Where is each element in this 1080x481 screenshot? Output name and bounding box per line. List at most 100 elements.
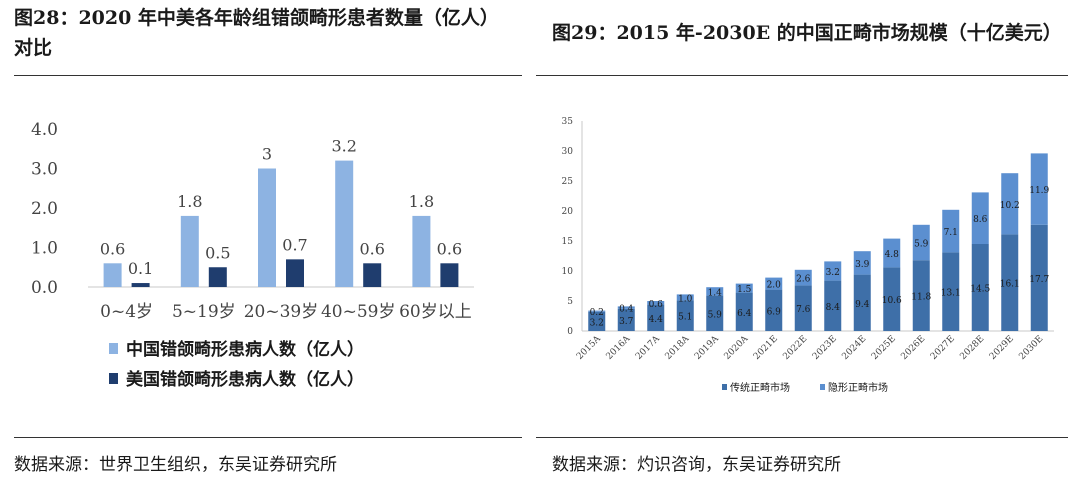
x-category-label: 2016A <box>605 334 633 362</box>
left-source-note: 数据来源：世界卫生组织，东吴证券研究所 <box>14 455 337 475</box>
x-category-label: 2027E <box>929 334 957 362</box>
invisible-bar <box>676 294 694 301</box>
legend-invisible-label: 隐形正畸市场 <box>828 381 888 394</box>
data-label: 16.1 <box>1000 280 1020 290</box>
china-bar <box>180 215 199 287</box>
data-label: 0.6 <box>649 300 664 310</box>
left-title-divider <box>14 75 522 76</box>
data-label: 0.4 <box>619 305 634 315</box>
invisible-bar <box>706 287 724 296</box>
data-label: 14.5 <box>970 285 990 295</box>
traditional-bar <box>706 295 724 331</box>
data-label: 5.9 <box>708 310 723 320</box>
x-category-label: 60岁以上 <box>399 302 472 322</box>
traditional-bar <box>794 285 812 331</box>
traditional-bar <box>735 292 753 331</box>
data-label: 1.5 <box>737 285 752 295</box>
y-tick-label: 2.0 <box>31 199 58 219</box>
left-bar-chart: 0.01.02.03.04.00.60.10~4岁1.80.55~19岁30.7… <box>31 120 474 390</box>
data-label: 3.2 <box>826 268 840 278</box>
data-label: 4.4 <box>649 315 664 325</box>
data-label: 0.6 <box>100 239 125 258</box>
x-category-label: 2019A <box>693 334 721 362</box>
legend-china-label: 中国错颌畸形患病人数（亿人） <box>126 339 364 360</box>
x-category-label: 2017A <box>634 334 662 362</box>
data-label: 0.1 <box>128 259 153 278</box>
traditional-bar <box>1030 224 1048 331</box>
invisible-bar <box>588 310 606 312</box>
china-bar <box>258 168 276 287</box>
traditional-bar <box>824 280 842 331</box>
y-tick-label: 25 <box>562 177 574 187</box>
x-category-label: 40~59岁 <box>321 302 396 322</box>
traditional-bar <box>971 244 989 331</box>
data-label: 0.6 <box>437 239 462 258</box>
legend-us-swatch <box>109 373 118 384</box>
data-label: 0.6 <box>359 239 384 258</box>
china-bar <box>412 215 431 287</box>
y-tick-label: 3.0 <box>31 160 58 180</box>
data-label: 3.2 <box>590 318 604 328</box>
data-label: 2.6 <box>796 275 811 285</box>
traditional-bar <box>647 304 665 331</box>
data-label: 3.7 <box>619 317 634 327</box>
data-label: 3 <box>262 145 272 164</box>
x-category-label: 2028E <box>958 334 986 362</box>
y-tick-label: 1.0 <box>31 239 58 259</box>
y-tick-label: 15 <box>562 237 574 247</box>
y-tick-label: 0.0 <box>31 278 58 298</box>
left-figure-title: 图28：2020 年中美各年龄组错颌畸形患者数量（亿人）对比 <box>14 7 499 59</box>
invisible-bar <box>1001 173 1019 235</box>
x-category-label: 2029E <box>988 334 1016 362</box>
data-label: 10.6 <box>882 296 902 306</box>
us-bar <box>131 283 150 287</box>
data-label: 5.1 <box>678 313 692 323</box>
right-source-note: 数据来源：灼识咨询，东吴证券研究所 <box>552 455 841 475</box>
data-label: 0.7 <box>282 235 307 254</box>
data-label: 7.1 <box>944 228 958 238</box>
traditional-bar <box>617 308 635 331</box>
china-bar <box>103 263 122 287</box>
traditional-bar <box>765 289 783 331</box>
traditional-bar <box>912 260 930 331</box>
invisible-bar <box>853 251 871 275</box>
x-category-label: 20~39岁 <box>244 302 319 322</box>
invisible-bar <box>971 192 989 244</box>
data-label: 1.8 <box>177 192 202 211</box>
right-title-divider <box>536 75 1068 76</box>
x-category-label: 2026E <box>899 334 927 362</box>
x-category-label: 2020A <box>723 334 751 362</box>
data-label: 1.4 <box>708 288 723 298</box>
traditional-bar <box>883 267 901 331</box>
left-source-divider <box>14 437 522 438</box>
us-bar <box>208 267 227 287</box>
us-bar <box>363 263 382 287</box>
right-figure-panel: 图29：2015 年-2030E 的中国正畸市场规模（十亿美元） 0 5 10 15 2… <box>536 0 1068 481</box>
data-label: 2.0 <box>767 281 782 291</box>
data-label: 0.5 <box>205 243 230 262</box>
data-label: 5.9 <box>914 240 929 250</box>
traditional-bar <box>1001 234 1019 331</box>
data-label: 13.1 <box>941 289 961 299</box>
legend-us-label: 美国错颌畸形患病人数（亿人） <box>126 369 364 390</box>
traditional-bar <box>676 300 694 331</box>
legend-china-swatch <box>109 343 118 354</box>
data-label: 7.6 <box>796 305 811 315</box>
y-tick-label: 10 <box>562 267 574 277</box>
data-label: 1.8 <box>409 192 434 211</box>
y-tick-label: 0 <box>567 327 573 337</box>
y-tick-label: 5 <box>567 297 573 307</box>
data-label: 6.9 <box>767 307 782 317</box>
invisible-bar <box>912 224 930 261</box>
us-bar <box>440 263 459 287</box>
traditional-bar <box>942 252 960 331</box>
data-label: 8.4 <box>826 303 841 313</box>
invisible-bar <box>735 283 753 293</box>
data-label: 8.6 <box>973 215 988 225</box>
invisible-bar <box>617 306 635 309</box>
legend-invisible-swatch <box>820 384 825 390</box>
x-category-label: 2025E <box>870 334 898 362</box>
y-tick-label: 35 <box>562 117 574 127</box>
traditional-bar <box>588 311 606 331</box>
data-label: 4.8 <box>885 250 900 260</box>
